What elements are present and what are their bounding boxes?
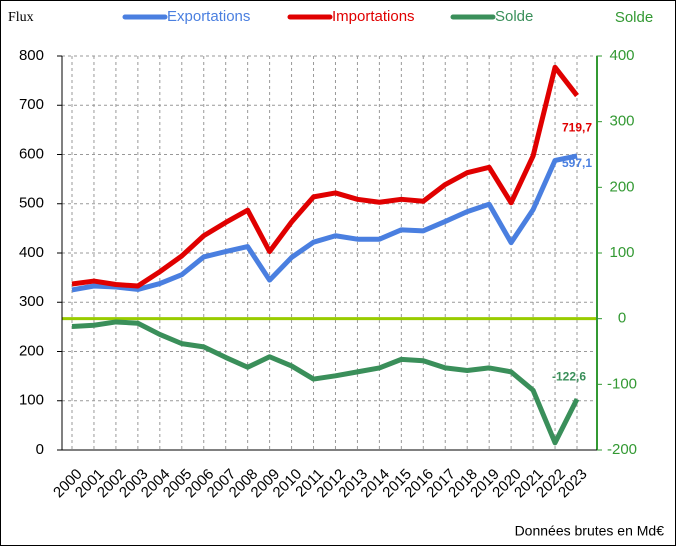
y2-tick-label: 300 <box>609 113 634 130</box>
y-tick-label: 300 <box>19 293 44 310</box>
y-tick-label: 100 <box>19 392 44 409</box>
y-tick-label: 400 <box>19 244 44 261</box>
y2-tick-label: 400 <box>609 47 634 64</box>
y-tick-label: 500 <box>19 195 44 212</box>
series-line <box>71 153 578 293</box>
series-line <box>71 319 580 446</box>
y-tick-label: 600 <box>19 145 44 162</box>
y-tick-label: 800 <box>19 47 44 64</box>
y2-tick-label: -200 <box>607 441 637 458</box>
series-line <box>71 64 579 289</box>
value-label: -122,6 <box>552 369 586 383</box>
value-label: 719,7 <box>562 121 592 135</box>
legend-label: Solde <box>495 8 533 25</box>
y2-tick-label: 100 <box>609 244 634 261</box>
y-axis-title: Flux <box>8 10 34 25</box>
y2-axis-title: Solde <box>615 9 653 26</box>
y2-tick-label: 200 <box>609 178 634 195</box>
y-tick-label: 0 <box>36 441 44 458</box>
y2-tick-label: -100 <box>607 375 637 392</box>
y2-tick-label: 0 <box>618 310 626 327</box>
legend-label: Exportations <box>167 8 250 25</box>
value-label: 597,1 <box>562 156 592 170</box>
legend-label: Importations <box>332 8 415 25</box>
y-tick-label: 200 <box>19 342 44 359</box>
footnote: Données brutes en Md€ <box>515 523 665 539</box>
y-tick-label: 700 <box>19 96 44 113</box>
